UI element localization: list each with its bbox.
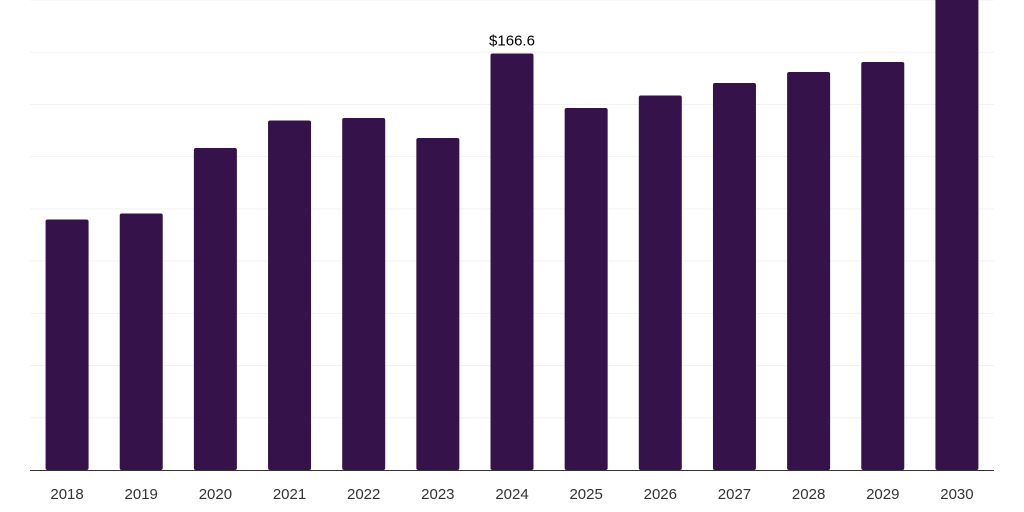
- x-tick-label-2030: 2030: [940, 486, 973, 503]
- x-tick-label-2026: 2026: [644, 486, 677, 503]
- bar-2020[interactable]: [193, 148, 237, 470]
- bar-2027[interactable]: [712, 83, 756, 470]
- bar-2021[interactable]: [268, 120, 312, 471]
- x-tick-label-2019: 2019: [125, 486, 158, 503]
- bar-2023[interactable]: [416, 138, 460, 470]
- x-tick-label-2024: 2024: [495, 486, 528, 503]
- x-tick-label-2025: 2025: [569, 486, 602, 503]
- x-tick-label-2021: 2021: [273, 486, 306, 503]
- bar-2018[interactable]: [45, 219, 89, 471]
- bar-2025[interactable]: [564, 108, 608, 470]
- data-label-2024: $166.6: [489, 33, 535, 50]
- bars: [45, 0, 979, 471]
- x-tick-label-2018: 2018: [50, 486, 83, 503]
- bar-2022[interactable]: [342, 118, 386, 470]
- x-tick-label-2028: 2028: [792, 486, 825, 503]
- x-tick-label-2023: 2023: [421, 486, 454, 503]
- bar-2030[interactable]: [935, 0, 979, 470]
- x-tick-labels: 2018 2019 2020 2021 2022 2023 2024 2025 2026 2027…: [50, 486, 973, 503]
- bar-2026[interactable]: [638, 95, 682, 471]
- bar-2029[interactable]: [861, 62, 905, 470]
- x-tick-label-2027: 2027: [718, 486, 751, 503]
- x-tick-label-2022: 2022: [347, 486, 380, 503]
- bar-2024[interactable]: [490, 53, 534, 471]
- bar-2028[interactable]: [787, 72, 831, 470]
- x-tick-label-2020: 2020: [199, 486, 232, 503]
- data-labels: $166.6$199.6: [489, 33, 535, 50]
- x-tick-label-2029: 2029: [866, 486, 899, 503]
- bar-2019[interactable]: [119, 213, 163, 471]
